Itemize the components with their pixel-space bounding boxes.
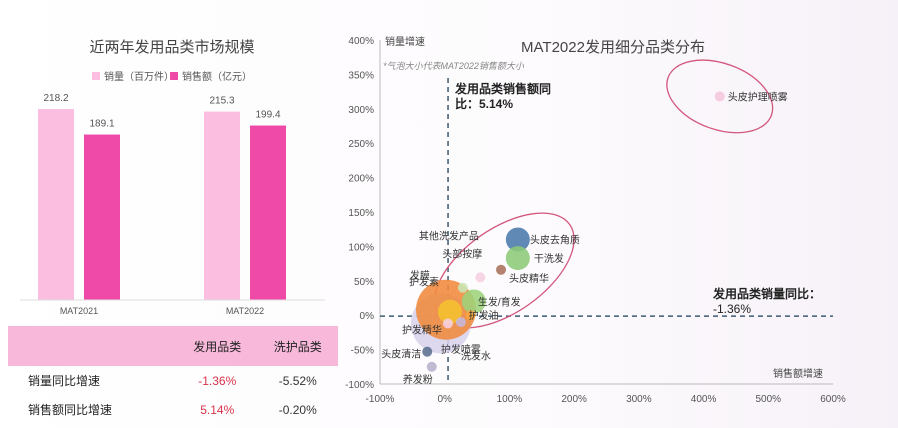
legend-label-sales: 销售额（亿元） xyxy=(182,70,252,83)
y-tick-label: 0% xyxy=(360,311,375,322)
bar-chart-title: 近两年发用品类市场规模 xyxy=(89,39,254,56)
bubble-养发粉 xyxy=(426,361,437,372)
table-header-hair: 发用品类 xyxy=(177,326,258,366)
bubble-头部按摩 xyxy=(475,272,486,283)
bar-MAT2021-0 xyxy=(38,109,74,300)
bar-value-label: 215.3 xyxy=(209,96,234,107)
table-header-care: 洗护品类 xyxy=(257,326,338,366)
bubble-label: 头皮护理喷雾 xyxy=(728,90,788,103)
bubble-label: 护发油 xyxy=(469,309,499,322)
volume-growth-annotation-line1: 发用品类销量同比： xyxy=(712,286,821,301)
bar-MAT2022-0 xyxy=(204,111,240,300)
y-tick-label: 100% xyxy=(348,242,374,253)
category-label: MAT2021 xyxy=(60,306,98,316)
y-tick-label: 200% xyxy=(348,174,374,185)
bar-value-label: 189.1 xyxy=(89,119,114,130)
highlight-ellipse-spray xyxy=(666,59,774,134)
table-row: 销售额同比增速 5.14% -0.20% xyxy=(8,395,338,424)
growth-table: 发用品类 洗护品类 销量同比增速 -1.36% -5.52% 销售额同比增速 5… xyxy=(8,326,338,424)
bubble-label: 头皮去角质 xyxy=(530,234,580,247)
sales-growth-annotation-line2: 比：5.14% xyxy=(455,96,513,111)
y-tick-label: 400% xyxy=(348,36,374,47)
cell-hair: 5.14% xyxy=(200,402,235,417)
bar-value-label: 218.2 xyxy=(43,93,68,104)
x-tick-label: 0% xyxy=(437,394,452,405)
bubble-生发/育发 xyxy=(461,289,486,314)
y-tick-label: 250% xyxy=(348,139,374,150)
bubble-size-note: *气泡大小代表MAT2022销售额大小 xyxy=(383,61,525,71)
bar-MAT2021-1 xyxy=(84,134,120,300)
bubble-其他洗发产品 xyxy=(457,282,468,293)
x-tick-label: 200% xyxy=(561,394,587,405)
y-tick-label: 150% xyxy=(348,208,374,219)
x-tick-label: -100% xyxy=(366,394,395,405)
y-tick-label: 50% xyxy=(354,277,374,288)
bubble-label: 洗发水 xyxy=(461,349,491,362)
bubble-label: 头皮清洁 xyxy=(381,348,421,361)
bubble-护发喷雾 xyxy=(455,317,466,328)
x-tick-label: 300% xyxy=(626,394,652,405)
sales-growth-annotation-line1: 发用品类销售额同 xyxy=(454,81,551,96)
bubble-护发精华 xyxy=(442,318,453,329)
y-tick-label: 350% xyxy=(348,70,374,81)
legend-label-volume: 销量（百万件） xyxy=(104,70,174,83)
cell-care: -5.52% xyxy=(278,373,317,388)
x-tick-label: 400% xyxy=(691,394,717,405)
bubble-label: 护发素 xyxy=(409,276,439,289)
x-tick-label: 600% xyxy=(820,394,846,405)
legend-swatch-volume xyxy=(92,72,100,80)
bubble-label: 生发/育发 xyxy=(478,295,521,308)
bar-value-label: 199.4 xyxy=(255,110,280,121)
bubble-chart: MAT2022发用细分品类分布 *气泡大小代表MAT2022销售额大小 销量增速… xyxy=(345,35,846,405)
y-axis-name: 销量增速 xyxy=(385,35,425,48)
bubble-头皮去角质 xyxy=(505,227,530,252)
subcategory-panel: MAT2022发用细分品类分布 *气泡大小代表MAT2022销售额大小 销量增速… xyxy=(345,0,898,428)
bubble-label: 发膜 xyxy=(410,269,430,282)
volume-growth-annotation-line2: -1.36% xyxy=(713,302,751,316)
bubble-头皮清洁 xyxy=(422,346,433,357)
table-header-blank xyxy=(8,326,177,366)
bubble-label: 头皮精华 xyxy=(509,272,549,285)
bar-marks: 218.2 189.1 MAT2021 215.3 199.4 MAT2022 xyxy=(38,93,286,316)
market-size-panel: 近两年发用品类市场规模 销量（百万件） 销售额（亿元） 218.2 189.1 MA… xyxy=(0,0,345,428)
table-row: 销量同比增速 -1.36% -5.52% xyxy=(8,366,338,395)
table-header-row: 发用品类 洗护品类 xyxy=(8,326,338,366)
bubble-干洗发 xyxy=(505,246,530,271)
y-tick-label: 300% xyxy=(348,105,374,116)
row-label: 销量同比增速 xyxy=(28,374,101,388)
bubble-头皮精华 xyxy=(496,264,507,275)
bubble-label: 护发精华 xyxy=(402,323,442,336)
bubble-label: 养发粉 xyxy=(403,373,433,386)
bubble-label: 其他洗发产品 xyxy=(419,230,479,243)
bar-MAT2022-1 xyxy=(250,125,286,301)
bubble-label: 干洗发 xyxy=(534,252,564,265)
bubble-chart-title: MAT2022发用细分品类分布 xyxy=(521,39,705,56)
bubble-label: 头部按摩 xyxy=(442,247,482,260)
legend-swatch-sales xyxy=(170,72,178,80)
cell-care: -0.20% xyxy=(278,402,317,417)
bubble-护发油 xyxy=(465,310,476,321)
bubble-label: 护发喷雾 xyxy=(441,343,481,356)
x-axis-name: 销售额增速 xyxy=(773,367,823,380)
category-label: MAT2022 xyxy=(226,306,264,316)
x-tick-label: 500% xyxy=(755,394,781,405)
y-tick-label: -50% xyxy=(351,346,374,357)
bubble-发膜 xyxy=(437,299,462,324)
x-tick-label: 100% xyxy=(497,394,523,405)
row-label: 销售额同比增速 xyxy=(28,403,113,417)
y-tick-label: -100% xyxy=(345,380,374,391)
bar-chart: 近两年发用品类市场规模 销量（百万件） 销售额（亿元） 218.2 189.1 MA… xyxy=(20,39,325,316)
bubble-头皮护理喷雾 xyxy=(714,91,725,102)
cell-hair: -1.36% xyxy=(198,373,237,388)
